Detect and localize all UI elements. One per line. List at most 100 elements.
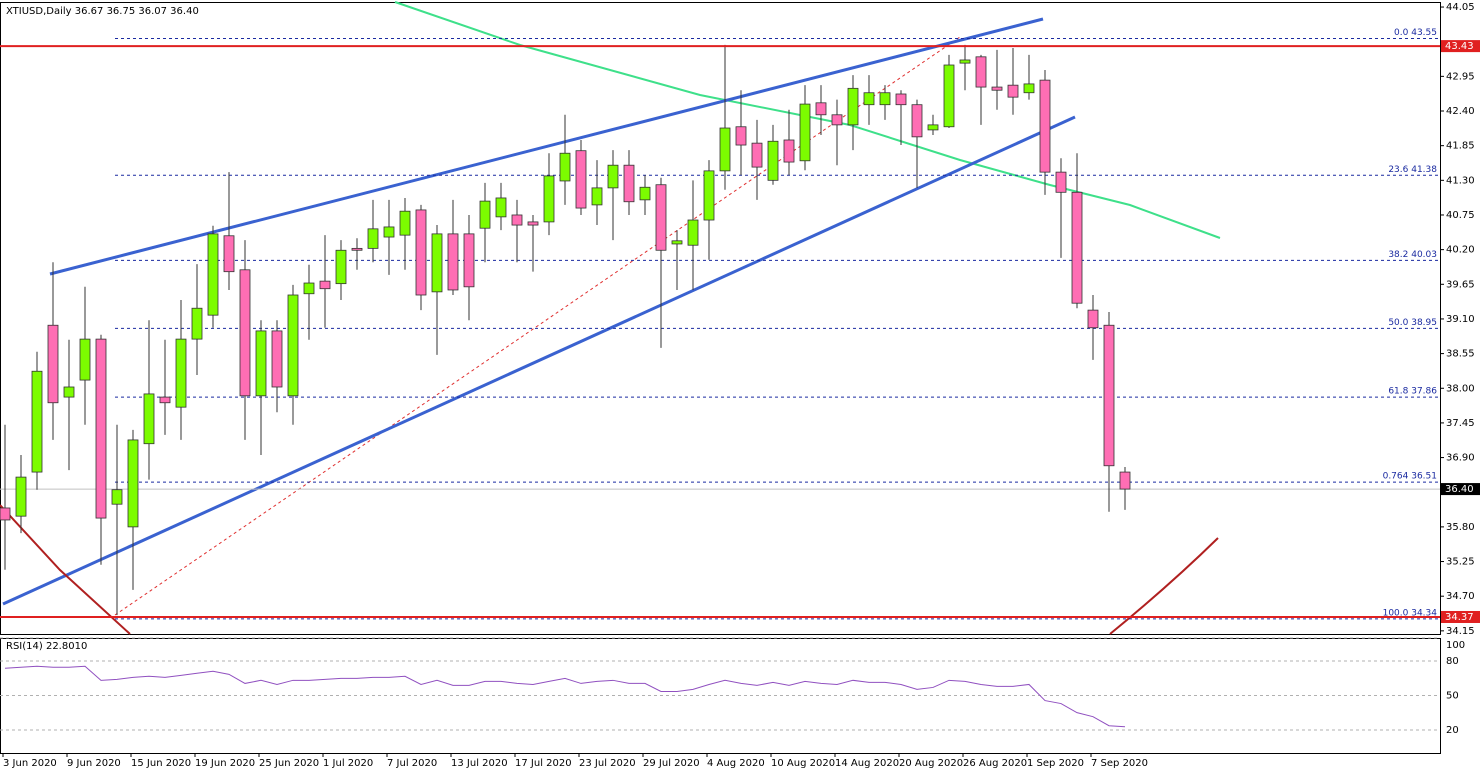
candle-body [895, 93, 907, 106]
candle-body [1071, 191, 1083, 304]
fib-trend-line [114, 36, 961, 616]
candle-body [831, 114, 843, 126]
candle-body [63, 386, 75, 398]
candle-body [879, 92, 891, 106]
candle-body [1023, 83, 1035, 94]
candle-body [591, 187, 603, 206]
rsi-tick-label: 100 [1446, 640, 1465, 651]
x-tick-label: 7 Sep 2020 [1091, 758, 1148, 769]
channel-lower [2, 115, 1076, 606]
candle-body [431, 233, 443, 293]
candle-body [367, 228, 379, 249]
candle-body [751, 142, 763, 168]
candle-body [95, 338, 107, 519]
x-tick-label: 14 Aug 2020 [835, 758, 899, 769]
moving-average [394, 1, 1221, 239]
y-tick-label: 39.10 [1446, 314, 1475, 325]
drawings [0, 1, 1221, 635]
x-tick-label: 10 Aug 2020 [771, 758, 835, 769]
candle-body [511, 214, 523, 226]
candle-body [799, 103, 811, 162]
candle-body [159, 396, 171, 404]
y-tick-label: 39.65 [1446, 279, 1475, 290]
x-tick-label: 19 Jun 2020 [195, 758, 255, 769]
candle-body [863, 92, 875, 106]
fib-label: 23.6 41.38 [1388, 165, 1437, 175]
x-tick-label: 3 Jun 2020 [3, 758, 57, 769]
candle-body [943, 64, 955, 128]
fib-label: 0.764 36.51 [1383, 472, 1437, 482]
y-tick-label: 37.45 [1446, 418, 1475, 429]
x-tick-label: 20 Aug 2020 [899, 758, 963, 769]
candle-body [15, 476, 27, 517]
candle-body [287, 294, 299, 397]
candle-body [1039, 79, 1051, 173]
y-tick-label: 42.40 [1446, 106, 1475, 117]
candle-body [335, 249, 347, 285]
candle-body [447, 233, 459, 291]
candle-body [271, 330, 283, 388]
candle-body [559, 152, 571, 182]
y-tick-label: 34.70 [1446, 591, 1475, 602]
candle-body [543, 175, 555, 223]
envelope-curve [0, 504, 131, 635]
y-tick-label: 36.90 [1446, 453, 1475, 464]
price-box [1441, 610, 1480, 623]
candle-body [207, 233, 219, 316]
candle-body [255, 330, 267, 397]
candle-body [1119, 471, 1131, 490]
rsi-tick-label: 50 [1446, 691, 1459, 702]
candle-body [1007, 84, 1019, 98]
rsi-line [4, 665, 1126, 728]
candle-body [991, 86, 1003, 91]
y-tick-label: 38.00 [1446, 383, 1475, 394]
x-tick-label: 7 Jul 2020 [387, 758, 437, 769]
y-tick-label: 40.75 [1446, 210, 1475, 221]
candle-body [239, 269, 251, 397]
fib-label: 50.0 38.95 [1388, 318, 1437, 328]
candle-body [0, 507, 11, 521]
chart-title: XTIUSD,Daily 36.67 36.75 36.07 36.40 [6, 6, 199, 17]
candle-body [703, 170, 715, 221]
y-tick-label: 34.15 [1446, 626, 1475, 637]
y-tick-label: 44.05 [1446, 2, 1475, 13]
price-box [1441, 483, 1480, 496]
x-tick-label: 25 Jun 2020 [259, 758, 319, 769]
y-tick-label: 41.30 [1446, 175, 1475, 186]
rsi-title: RSI(14) 22.8010 [6, 641, 87, 652]
candle-body [671, 240, 683, 245]
x-tick-label: 26 Aug 2020 [963, 758, 1027, 769]
price-box-label: 43.43 [1445, 41, 1474, 52]
candle-body [399, 210, 411, 236]
x-tick-label: 9 Jun 2020 [67, 758, 121, 769]
candle-body [815, 102, 827, 116]
fib-label: 61.8 37.86 [1388, 387, 1437, 397]
candle-body [31, 370, 43, 473]
candle-body [687, 219, 699, 246]
envelope-curve [1109, 537, 1219, 635]
x-tick-label: 29 Jul 2020 [643, 758, 700, 769]
candle-body [1103, 324, 1115, 467]
rsi-tick-label: 20 [1446, 725, 1459, 736]
candle-body [623, 164, 635, 203]
x-tick-label: 15 Jun 2020 [131, 758, 191, 769]
candle-body [735, 126, 747, 146]
candle-body [927, 124, 939, 131]
candle-body [607, 164, 619, 189]
price-box-label: 36.40 [1445, 484, 1474, 495]
x-tick-label: 13 Jul 2020 [451, 758, 508, 769]
candle-body [383, 226, 395, 238]
candle-body [1087, 309, 1099, 329]
fib-label: 100.0 34.34 [1383, 608, 1438, 618]
candle-body [959, 59, 971, 64]
candle-body [319, 280, 331, 290]
candle-body [479, 200, 491, 229]
y-tick-label: 35.80 [1446, 522, 1475, 533]
candle-body [415, 209, 427, 296]
x-tick-label: 17 Jul 2020 [515, 758, 572, 769]
candle-body [783, 139, 795, 163]
candle-body [143, 393, 155, 445]
candle-body [639, 186, 651, 201]
candle-body [911, 104, 923, 138]
